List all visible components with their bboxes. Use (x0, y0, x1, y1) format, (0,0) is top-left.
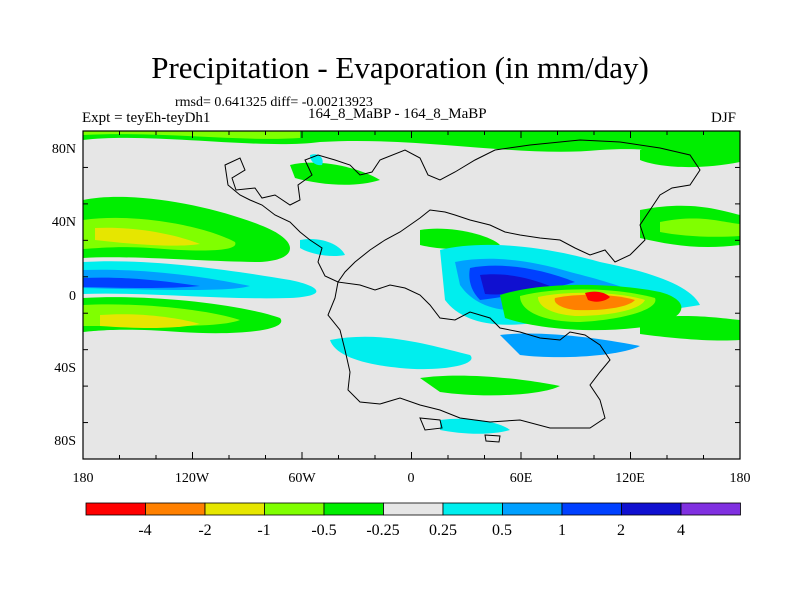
colorbar-label: 0.25 (429, 522, 457, 539)
north-continent-band (290, 162, 380, 185)
coastlines (224, 139, 701, 443)
arctic-moist-core (83, 131, 300, 139)
nh-westerly-east-core (660, 218, 740, 237)
contour-field (83, 131, 740, 459)
colorbar-swatch (680, 502, 741, 516)
colorbar-label: 2 (617, 522, 625, 539)
colorbar-swatch (442, 502, 503, 516)
colorbar-label: -1 (257, 522, 270, 539)
colorbar-label: -0.25 (366, 522, 399, 539)
sh-moist-core (500, 333, 640, 358)
colorbar: -4 -2 -1 -0.5 -0.25 0.25 0.5 1 2 4 (85, 502, 741, 539)
x-tick-label: 120E (615, 471, 645, 486)
laurasia-outline (224, 139, 701, 283)
rmsd-diff-stats: rmsd= 0.641325 diff= -0.00213923 (175, 95, 373, 110)
ne-arctic-band (640, 145, 740, 168)
x-tick-label: 180 (73, 471, 94, 486)
x-tick-label: 120W (175, 471, 210, 486)
x-tick-label: 0 (408, 471, 415, 486)
colorbar-swatch (323, 502, 384, 516)
colorbar-label: -2 (198, 522, 211, 539)
subtropical-dry-max (100, 314, 200, 328)
antarctic-fragment (419, 417, 443, 431)
gondwana-outline (327, 281, 611, 429)
y-tick-label: 40N (52, 215, 76, 230)
y-tick-label: 0 (69, 289, 76, 304)
nh-westerly-west-max (95, 227, 200, 246)
axis-ticks (82, 130, 741, 460)
sh-moist-band (330, 336, 472, 370)
southern-fragment (484, 434, 501, 443)
colorbar-label: 4 (677, 522, 685, 539)
colorbar-swatch (204, 502, 265, 516)
antarctic-spot (440, 418, 510, 434)
x-tick-label: 180 (730, 471, 751, 486)
experiment-label: Expt = teyEh-teyDh1 (82, 110, 211, 126)
colorbar-swatch (264, 502, 325, 516)
se-band (640, 315, 740, 341)
colorbar-swatch (85, 502, 146, 516)
figure-title: Precipitation - Evaporation (in mm/day) (151, 50, 649, 85)
colorbar-swatch (621, 502, 682, 516)
west-tethys-spot (300, 238, 345, 257)
colorbar-label: -0.5 (311, 522, 336, 539)
colorbar-swatch (145, 502, 206, 516)
colorbar-swatch (383, 502, 444, 516)
colorbar-swatch (561, 502, 622, 516)
colorbar-swatch (502, 502, 563, 516)
colorbar-label: 0.5 (492, 522, 512, 539)
tethys-dry-max (585, 291, 610, 302)
x-tick-label: 60W (288, 471, 316, 486)
case-subtitle: 164_8_MaBP - 164_8_MaBP (308, 106, 487, 122)
season-label: DJF (711, 110, 737, 126)
colorbar-label: -4 (138, 522, 151, 539)
y-tick-label: 80S (54, 434, 76, 449)
colorbar-label: 1 (558, 522, 566, 539)
tethys-dry-strong (554, 294, 635, 311)
sh-westerly-band (420, 375, 560, 396)
y-tick-label: 80N (52, 142, 76, 157)
tethys-north-band (420, 228, 500, 250)
equatorial-wet-max (83, 277, 200, 288)
x-tick-label: 60E (510, 471, 533, 486)
y-tick-label: 40S (54, 361, 76, 376)
